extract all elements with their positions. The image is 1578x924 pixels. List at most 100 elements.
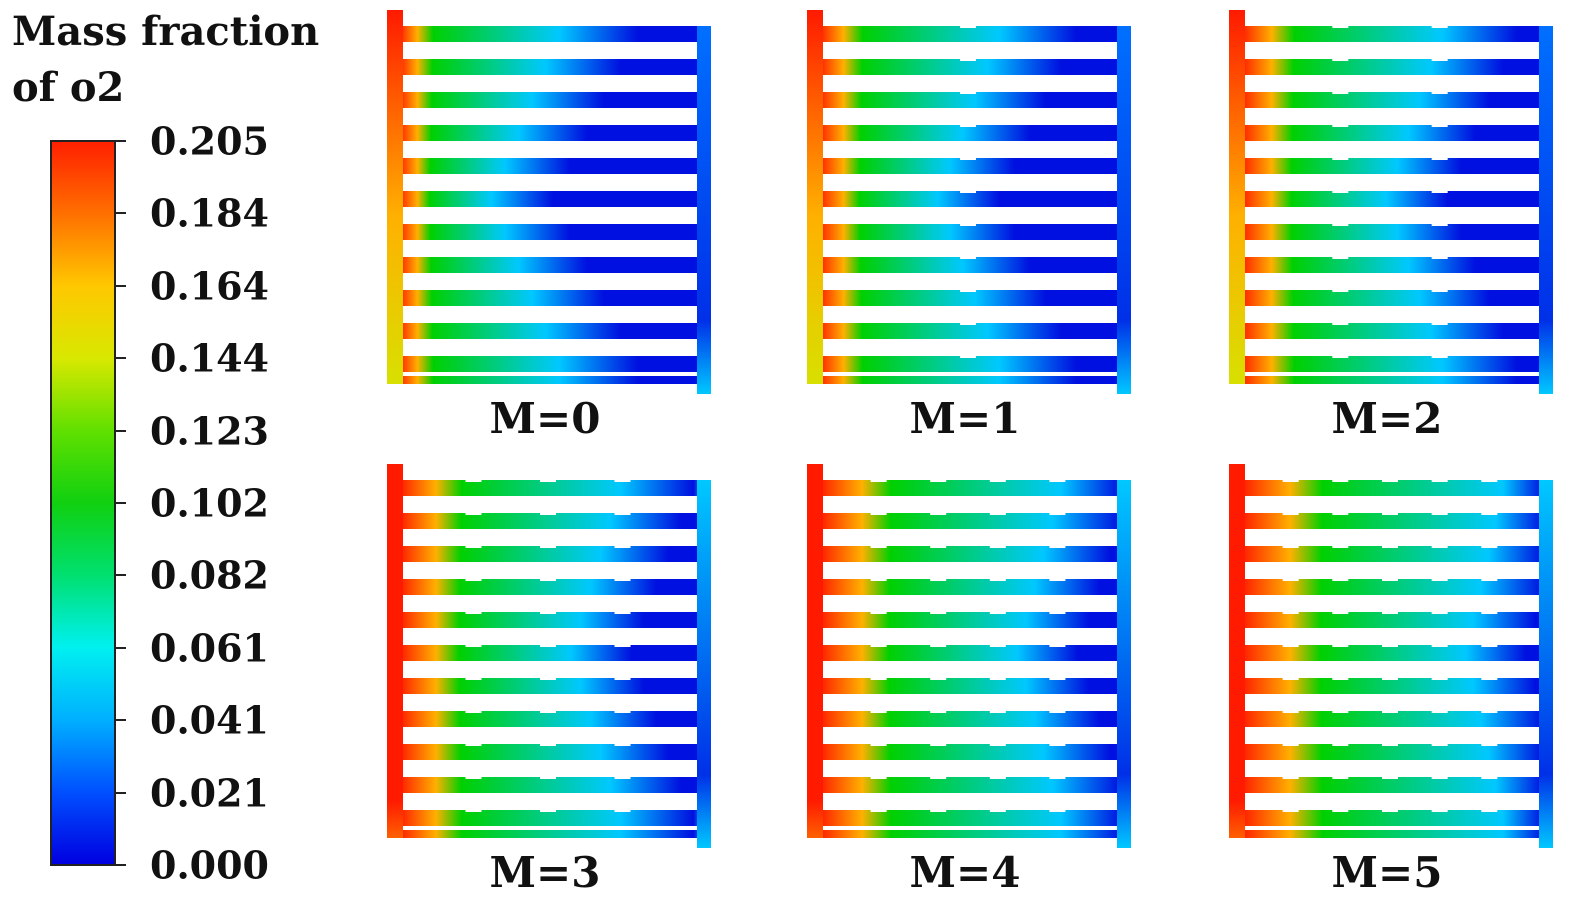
baffle xyxy=(960,320,976,325)
baffle xyxy=(1332,122,1349,127)
baffle xyxy=(465,510,482,515)
colorbar-tick-label: 0.041 xyxy=(150,697,269,743)
baffle xyxy=(1049,642,1066,647)
baffle xyxy=(1431,122,1448,127)
baffle xyxy=(614,642,631,647)
flow-channel xyxy=(399,513,707,529)
baffle xyxy=(1282,741,1299,746)
baffle xyxy=(1282,807,1299,812)
baffle xyxy=(465,807,482,812)
colorbar-tick-label: 0.061 xyxy=(150,625,269,671)
baffle xyxy=(1481,477,1498,482)
flow-channel xyxy=(819,711,1127,727)
flow-channel xyxy=(399,711,707,727)
baffle xyxy=(1332,642,1349,647)
baffle xyxy=(1282,543,1299,548)
baffle xyxy=(1431,56,1448,61)
flow-channel xyxy=(1241,376,1549,384)
baffle xyxy=(1049,609,1066,614)
baffle xyxy=(540,807,556,812)
baffle xyxy=(1332,254,1349,259)
baffle xyxy=(614,543,631,548)
flow-channel xyxy=(399,376,707,384)
baffle xyxy=(1481,741,1498,746)
flow-channel xyxy=(1241,224,1549,240)
flow-channel xyxy=(1241,158,1549,174)
contour-panel xyxy=(805,462,1135,850)
baffle xyxy=(1431,576,1448,581)
flow-channel xyxy=(1241,356,1549,372)
baffle xyxy=(1282,477,1299,482)
baffle xyxy=(1481,708,1498,713)
baffle xyxy=(870,741,887,746)
baffle xyxy=(930,642,947,647)
panel-label: M=3 xyxy=(489,848,601,897)
flow-field-contour xyxy=(807,10,1131,394)
flow-channel xyxy=(1241,480,1549,496)
inlet-manifold xyxy=(807,10,823,384)
colorbar-tick-mark xyxy=(116,429,126,432)
baffle xyxy=(1481,510,1498,515)
baffle xyxy=(1382,510,1398,515)
baffle xyxy=(1332,774,1349,779)
flow-channel xyxy=(819,744,1127,760)
baffle xyxy=(614,510,631,515)
baffle xyxy=(614,675,631,680)
panel-label: M=0 xyxy=(489,394,601,443)
baffle xyxy=(870,477,887,482)
flow-channel xyxy=(1241,579,1549,595)
colorbar-tick-label: 0.000 xyxy=(150,842,269,888)
flow-channel xyxy=(399,810,707,826)
baffle xyxy=(1431,609,1448,614)
flow-channel xyxy=(399,290,707,306)
flow-channel xyxy=(1241,59,1549,75)
baffle xyxy=(1332,543,1349,548)
baffle xyxy=(465,708,482,713)
baffle xyxy=(1481,543,1498,548)
baffle xyxy=(960,89,976,94)
baffle xyxy=(1431,320,1448,325)
baffle xyxy=(540,642,556,647)
flow-channel xyxy=(819,158,1127,174)
baffle xyxy=(1431,89,1448,94)
baffle xyxy=(465,543,482,548)
contour-panel xyxy=(1227,462,1557,850)
baffle xyxy=(465,609,482,614)
baffle xyxy=(960,353,976,358)
flow-channel xyxy=(819,513,1127,529)
baffle xyxy=(989,510,1006,515)
flow-channel xyxy=(1241,612,1549,628)
baffle xyxy=(614,807,631,812)
flow-channel xyxy=(399,612,707,628)
baffle xyxy=(870,675,887,680)
baffle xyxy=(1332,477,1349,482)
flow-channel xyxy=(399,830,707,838)
baffle xyxy=(1382,609,1398,614)
baffle xyxy=(1332,221,1349,226)
colorbar-tick-label: 0.205 xyxy=(150,118,269,164)
baffle xyxy=(1382,642,1398,647)
flow-channel xyxy=(399,92,707,108)
flow-channel xyxy=(1241,546,1549,562)
baffle xyxy=(540,510,556,515)
baffle xyxy=(614,774,631,779)
baffle xyxy=(930,510,947,515)
flow-channel xyxy=(399,480,707,496)
baffle xyxy=(1332,807,1349,812)
flow-channel xyxy=(1241,92,1549,108)
flow-channel xyxy=(399,645,707,661)
flow-channel xyxy=(819,612,1127,628)
baffle xyxy=(1049,477,1066,482)
outlet-manifold xyxy=(1117,26,1131,394)
baffle xyxy=(614,741,631,746)
flow-channel xyxy=(819,191,1127,207)
baffle xyxy=(930,576,947,581)
flow-channel xyxy=(1241,810,1549,826)
baffle xyxy=(1049,576,1066,581)
flow-channel xyxy=(399,777,707,793)
baffle xyxy=(930,609,947,614)
colorbar-tick-label: 0.021 xyxy=(150,770,269,816)
baffle xyxy=(1431,221,1448,226)
flow-field-contour xyxy=(807,464,1131,848)
flow-channel xyxy=(1241,645,1549,661)
